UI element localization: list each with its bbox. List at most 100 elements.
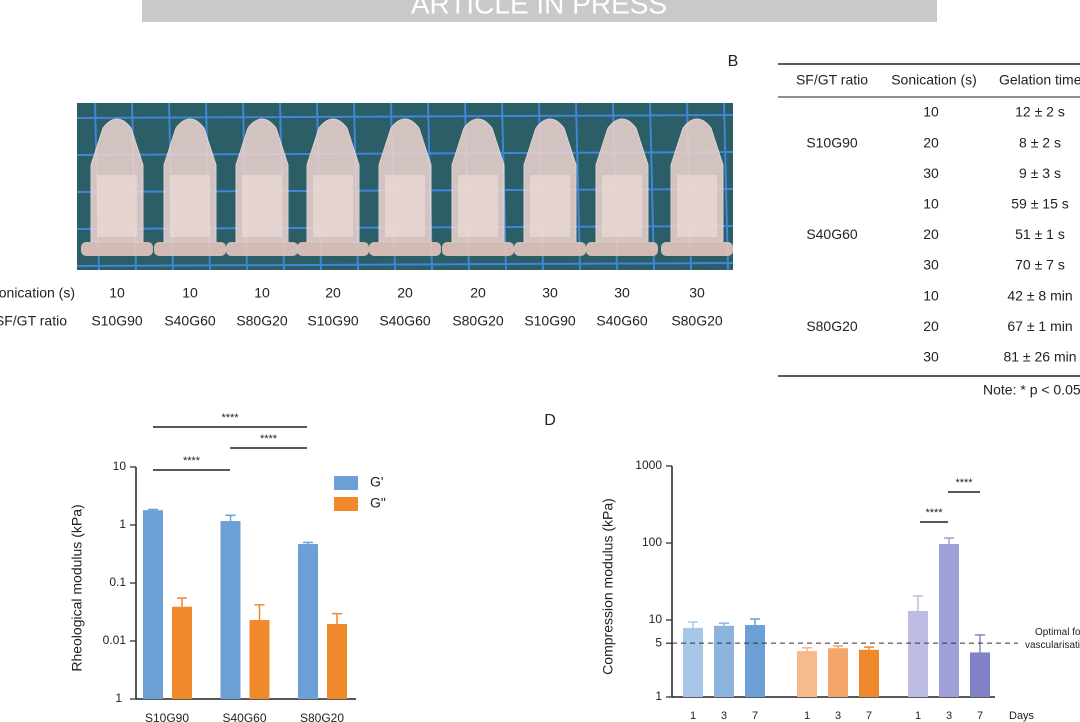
banner (142, 0, 937, 22)
table-cell: 12 ± 2 s (1015, 104, 1065, 120)
ratio-label: S10G90 (91, 313, 143, 329)
x-tick-label: S10G90 (145, 711, 189, 722)
y-tick-label: 0.01 (103, 633, 127, 647)
significance-label: **** (221, 412, 239, 424)
bar (220, 521, 241, 699)
tube-gel (97, 175, 137, 237)
table-cell: 10 (923, 287, 939, 303)
table-cell: 81 ± 26 min (1003, 349, 1076, 365)
x-tick-label: 7 (866, 710, 872, 722)
sonication-label: 30 (689, 285, 705, 301)
x-tick-label: 1 (804, 710, 810, 722)
table-cell: 70 ± 7 s (1015, 257, 1065, 273)
y-tick-label: 1 (119, 517, 126, 531)
x-tick-label: S80G20 (300, 711, 344, 722)
tube-flange (442, 242, 514, 256)
row-label: SF/GT ratio (0, 313, 67, 329)
sonication-label: 30 (542, 285, 558, 301)
bar (714, 625, 734, 697)
sonication-label: 10 (109, 285, 125, 301)
y-axis-label: Rheological modulus (kPa) (69, 504, 85, 671)
tube-gel (602, 175, 642, 237)
tube-flange (154, 242, 226, 256)
tube-gel (313, 175, 353, 237)
sonication-label: 30 (614, 285, 630, 301)
x-tick-label: 7 (752, 710, 758, 722)
bar (327, 624, 347, 699)
threshold-label: vascularisation (1025, 640, 1080, 651)
bar (828, 648, 848, 697)
significance-label: **** (260, 433, 278, 445)
tube-flange (586, 242, 658, 256)
table-cell: 8 ± 2 s (1019, 134, 1061, 150)
tube-gel (677, 175, 717, 237)
bar (172, 606, 192, 699)
photo-grid (76, 114, 734, 119)
y-tick-label: 10 (113, 459, 127, 473)
table-note: Note: * p < 0.05 (983, 382, 1080, 398)
x-tick-label: 7 (977, 710, 983, 722)
y-tick-label: 1000 (635, 458, 662, 472)
ratio-label: S80G20 (671, 313, 723, 329)
panel-label: B (728, 53, 739, 70)
legend-swatch (334, 476, 358, 490)
table-header: Sonication (s) (891, 72, 977, 88)
bar (143, 510, 163, 699)
table-cell: 67 ± 1 min (1007, 318, 1072, 334)
bar (745, 625, 765, 697)
threshold-label: Optimal for (1035, 627, 1080, 638)
y-axis-label: Compression modulus (kPa) (600, 498, 616, 675)
tube-flange (226, 242, 298, 256)
y-tick-label: 5 (655, 635, 662, 649)
ratio-label: S80G20 (452, 313, 504, 329)
table-cell: 30 (923, 165, 939, 181)
bar (970, 652, 990, 697)
tube-flange (514, 242, 586, 256)
x-axis-label: Days (1009, 710, 1035, 722)
significance-label: **** (925, 507, 943, 519)
bar (298, 544, 318, 699)
y-tick-label: 100 (642, 535, 662, 549)
ratio-label: S10G90 (307, 313, 359, 329)
tube-gel (385, 175, 425, 237)
table-cell: S40G60 (806, 226, 858, 242)
table-header: Gelation time (999, 72, 1080, 88)
tube-gel (170, 175, 210, 237)
table-cell: 9 ± 3 s (1019, 165, 1061, 181)
y-tick-label: 1 (115, 691, 122, 705)
tube-gel (242, 175, 282, 237)
table-cell: 51 ± 1 s (1015, 226, 1065, 242)
panel-label: D (544, 412, 556, 429)
tube-flange (297, 242, 369, 256)
table-cell: 20 (923, 134, 939, 150)
table-cell: 30 (923, 257, 939, 273)
table-cell: 42 ± 8 min (1007, 287, 1072, 303)
significance-label: **** (955, 477, 973, 489)
ratio-label: S10G90 (524, 313, 576, 329)
banner-text: ARTICLE IN PRESS (411, 0, 667, 19)
bar (249, 620, 270, 699)
significance-label: **** (183, 455, 201, 467)
y-tick-label: 1 (655, 689, 662, 703)
table-cell: 20 (923, 318, 939, 334)
ratio-label: S40G60 (379, 313, 431, 329)
bar (939, 544, 959, 697)
y-tick-label: 10 (649, 612, 663, 626)
table-cell: S10G90 (806, 134, 858, 150)
photo-grid (76, 262, 734, 267)
ratio-label: S40G60 (164, 313, 216, 329)
bar (908, 610, 928, 697)
legend-label: G' (370, 474, 384, 490)
sonication-label: 10 (182, 285, 198, 301)
bar (797, 650, 817, 697)
sonication-label: 20 (325, 285, 341, 301)
x-tick-label: 3 (721, 710, 727, 722)
legend-label: G" (370, 495, 386, 511)
row-label: Sonication (s) (0, 285, 75, 301)
sonication-label: 20 (397, 285, 413, 301)
table-cell: 59 ± 15 s (1011, 196, 1069, 212)
x-tick-label: 3 (835, 710, 841, 722)
tube-flange (369, 242, 441, 256)
table-cell: 30 (923, 349, 939, 365)
